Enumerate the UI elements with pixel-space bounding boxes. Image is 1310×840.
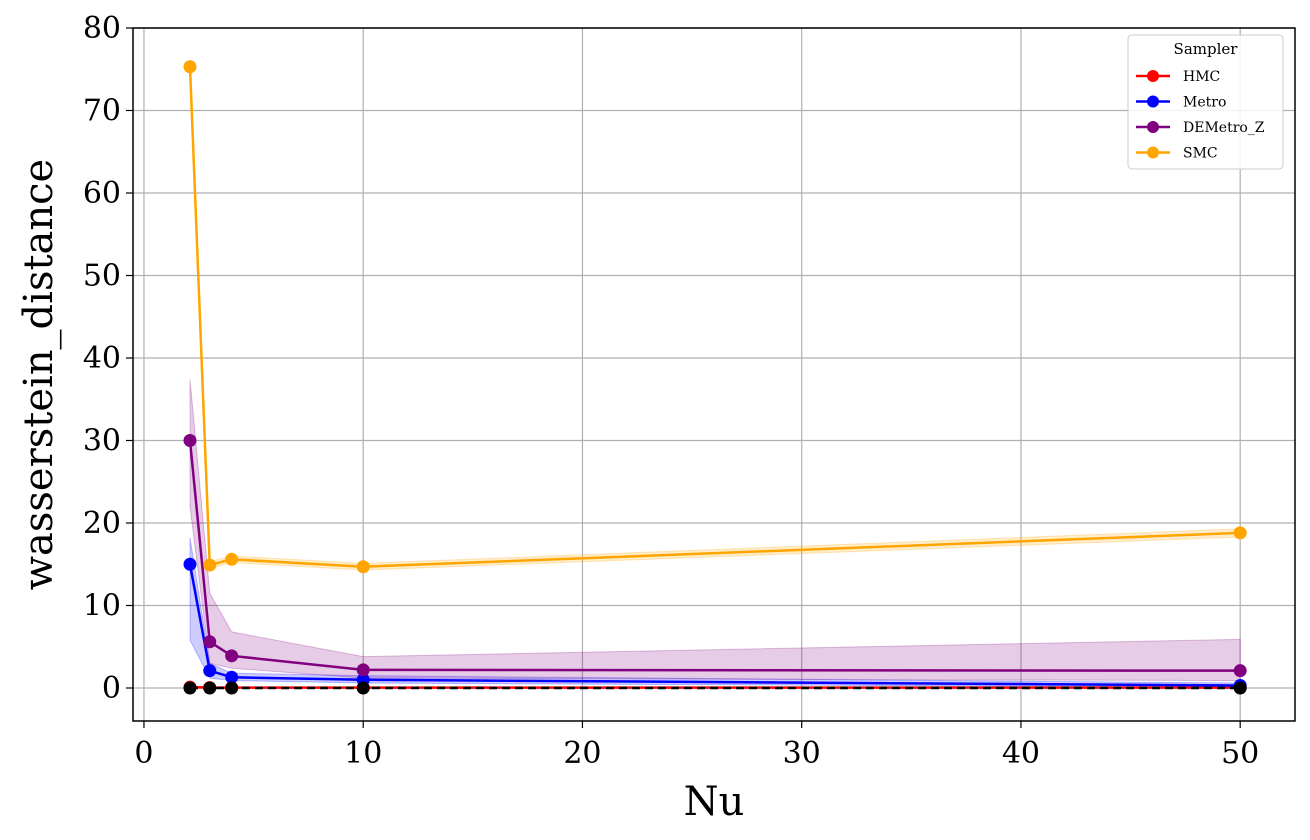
reference-point [225,681,239,695]
x-tick-label: 10 [344,736,382,771]
x-tick-label: 20 [563,736,601,771]
legend-marker-smc [1147,146,1159,159]
y-tick-label: 60 [83,176,121,211]
y-tick-label: 30 [83,424,121,459]
point-metro [225,670,239,684]
y-axis-label: wasserstein_distance [16,159,62,590]
legend-box [1127,34,1284,170]
legend-label-hmc: HMC [1183,69,1220,85]
point-smc [203,558,217,572]
y-tick-label: 40 [83,341,121,376]
legend-marker-hmc [1147,70,1159,82]
y-tick-label: 70 [83,94,121,129]
y-tick-label: 50 [83,259,121,294]
point-metro [183,557,197,571]
x-tick-label: 50 [1221,736,1259,771]
point-demetro-z [225,649,239,663]
y-tick-label: 10 [83,589,121,624]
x-tick-label: 0 [134,736,153,771]
y-tick-label: 20 [83,506,121,541]
legend-marker-metro [1147,95,1159,108]
x-tick-label: 40 [1002,736,1040,771]
legend: Sampler HMC Metro DEMetro_Z SMC [1127,34,1284,170]
axis-ticks: 0 10 20 30 40 50 0 10 20 30 40 50 60 70 80 [83,11,1259,771]
point-demetro-z [356,663,370,677]
reference-point [356,681,370,695]
y-tick-label: 80 [83,11,121,46]
point-smc [1233,526,1247,540]
x-axis-label: Nu [684,779,745,825]
point-smc [225,552,239,566]
y-tick-label: 0 [102,671,121,706]
legend-label-metro: Metro [1183,95,1226,111]
point-smc [356,560,370,574]
x-tick-label: 30 [783,736,821,771]
legend-title: Sampler [1174,40,1239,58]
reference-point [183,681,197,695]
legend-label-demetro-z: DEMetro_Z [1183,120,1265,136]
legend-marker-demetro-z [1147,121,1159,133]
point-demetro-z [203,635,217,649]
plot-frame [132,27,1296,722]
point-smc [183,60,197,74]
point-demetro-z [1233,664,1247,678]
legend-label-smc: SMC [1183,146,1218,162]
reference-point [1233,681,1247,695]
point-metro [203,664,217,678]
reference-point [203,681,217,695]
series-markers [183,60,1247,695]
point-demetro-z [183,434,197,447]
